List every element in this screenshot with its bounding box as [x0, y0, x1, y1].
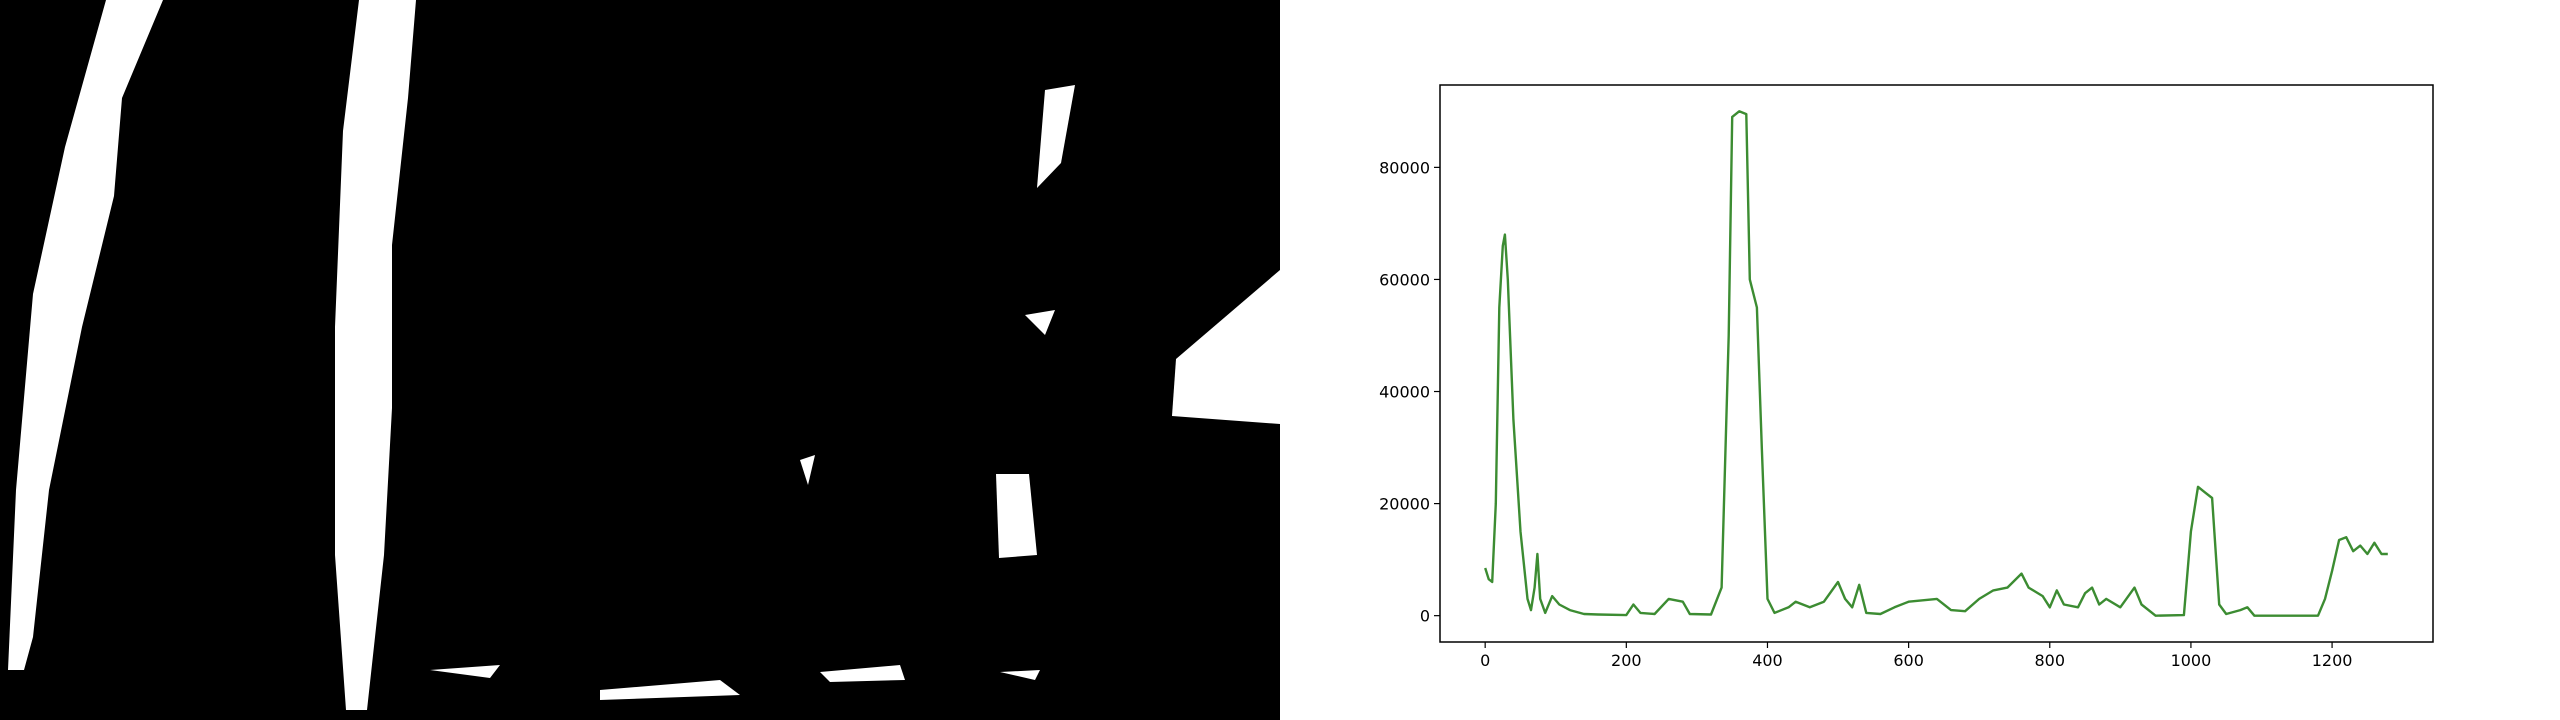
lane-left: [8, 0, 163, 670]
y-tick-label: 80000: [1379, 158, 1430, 177]
blob-right: [996, 474, 1037, 558]
plot: 0 200 400 600 800 1000 1200 0 20000 40000 60000 800…: [1379, 110, 2388, 670]
x-tick-label: 400: [1752, 651, 1783, 670]
lane-center: [335, 0, 416, 710]
y-tick-label: 20000: [1379, 495, 1430, 514]
x-tick-label: 800: [2035, 651, 2066, 670]
spot-2: [800, 455, 815, 485]
x-tick-label: 200: [1611, 651, 1642, 670]
bottom-stripe-1: [600, 680, 740, 700]
plot-frame: [1439, 84, 2434, 643]
x-tick-label: 1000: [2171, 651, 2212, 670]
spot-1: [1025, 310, 1055, 335]
plot-area: [1440, 85, 2433, 642]
streak-upper: [1037, 85, 1075, 188]
x-tick-label: 0: [1480, 651, 1490, 670]
y-tick-label: 60000: [1379, 270, 1430, 289]
binary-image: [0, 0, 1280, 720]
x-tick-label: 600: [1893, 651, 1924, 670]
bottom-stripe-4: [1000, 670, 1040, 680]
bottom-stripe-2: [430, 665, 500, 678]
image-background: [0, 0, 1280, 720]
data-line: [1484, 110, 2388, 617]
y-tick-label: 40000: [1379, 383, 1430, 402]
x-tick-label: 1200: [2312, 651, 2353, 670]
y-tick-label: 0: [1420, 607, 1430, 626]
bottom-stripe-3: [820, 665, 905, 682]
streak-edge: [1172, 270, 1280, 424]
